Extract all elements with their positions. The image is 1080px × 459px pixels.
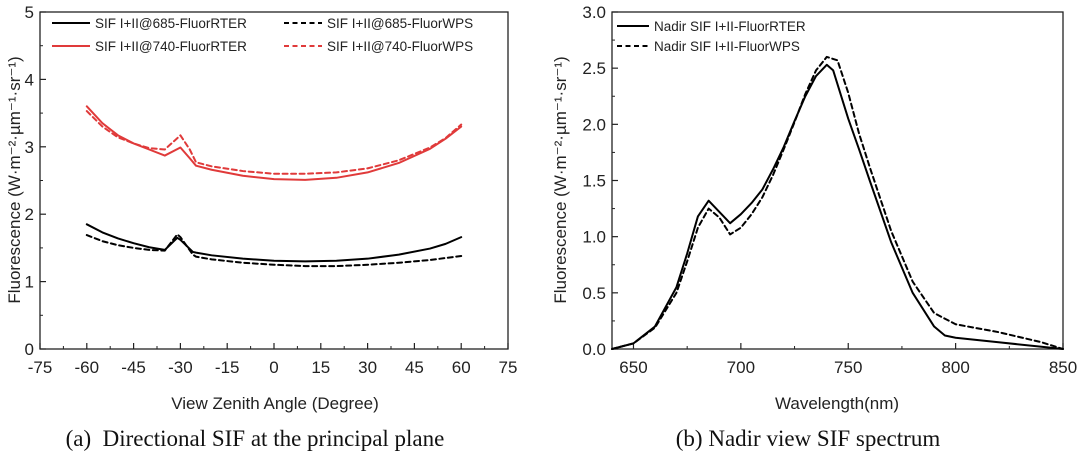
- panel-a-y-tick-label: 4: [25, 70, 34, 89]
- panel-b-x-axis-title: Wavelength(nm): [775, 394, 899, 413]
- panel-b-x-tick-label: 750: [834, 358, 862, 377]
- panel-b-y-tick-label: 0.0: [582, 340, 606, 359]
- panel-a-plot-frame: [39, 11, 509, 350]
- panel-a-series-line-4: [85, 110, 463, 175]
- panel-b-legend: Nadir SIF I+II-FluorRTER Nadir SIF I+II-F…: [617, 19, 806, 54]
- panel-b-y-tick-label: 1.5: [582, 172, 606, 191]
- panel-a-x-tick-label: 75: [499, 358, 518, 377]
- panel-a-series-line-3: [85, 105, 463, 181]
- panel-a-x-tick-label: 60: [452, 358, 471, 377]
- panel-b-y-tick-label: 2.0: [582, 115, 606, 134]
- panel-a-y-tick-label: 1: [25, 273, 34, 292]
- panel-a-y-tick-label: 3: [25, 138, 34, 157]
- panel-a-caption: (a) Directional SIF at the principal pla…: [66, 426, 445, 451]
- panel-b-plot-frame: [611, 11, 1064, 350]
- panel-a-x-axis-title: View Zenith Angle (Degree): [171, 394, 379, 413]
- panel-b-x-tick-label: 800: [941, 358, 969, 377]
- panel-a-x-tick-label: -60: [75, 358, 100, 377]
- panel-a-legend: SIF I+II@685-FluorRTER SIF I+II@685-Fluor…: [52, 16, 473, 54]
- panel-a-x-tick-label: -75: [28, 358, 53, 377]
- panel-b-legend-item: Nadir SIF I+II-FluorRTER: [617, 19, 806, 34]
- panel-b-y-axis-title: Fluorescence (W·m⁻²·µm⁻¹·sr⁻¹): [551, 56, 570, 303]
- panel-a-x-tick-label: 15: [311, 358, 330, 377]
- panel-b-series-line-2: [611, 55, 1064, 350]
- panel-b-y-tick-label: 2.5: [582, 59, 606, 78]
- panel-b-y-tick-label: 3.0: [582, 3, 606, 22]
- panel-b-x-tick-label: 650: [619, 358, 647, 377]
- panel-a-legend-item: SIF I+II@685-FluorRTER: [52, 16, 247, 31]
- panel-a-series-line-2: [85, 233, 463, 268]
- panel-a-legend-label: SIF I+II@740-FluorRTER: [95, 39, 247, 54]
- panel-b-x-tick-label: 850: [1049, 358, 1077, 377]
- panel-a-series-line-1: [85, 223, 463, 263]
- panel-a-y-tick-label: 2: [25, 205, 34, 224]
- panel-a-y-tick-label: 0: [25, 340, 34, 359]
- panel-a-y-tick-label: 5: [25, 3, 34, 22]
- panel-b-legend-item: Nadir SIF I+II-FluorWPS: [617, 39, 800, 54]
- panel-a-x-tick-label: 0: [269, 358, 278, 377]
- panel-a-x-tick-label: -45: [121, 358, 146, 377]
- panel-a-y-axis-title: Fluorescence (W·m⁻²·µm⁻¹·sr⁻¹): [5, 56, 24, 303]
- panel-a-x-tick-label: -15: [215, 358, 240, 377]
- panel-a-x-tick-label: 45: [405, 358, 424, 377]
- panel-b-y-tick-label: 0.5: [582, 284, 606, 303]
- panel-a-legend-item: SIF I+II@740-FluorWPS: [284, 39, 473, 54]
- panel-b-x-tick-label: 700: [727, 358, 755, 377]
- panel-b-series-line-1: [611, 63, 1064, 350]
- panel-a-x-tick-label: -30: [168, 358, 193, 377]
- panel-a-x-tick-label: 30: [358, 358, 377, 377]
- panel-a-legend-label: SIF I+II@685-FluorRTER: [95, 16, 247, 31]
- panel-a-legend-label: SIF I+II@685-FluorWPS: [327, 16, 473, 31]
- panel-b-y-tick-label: 1.0: [582, 228, 606, 247]
- panel-a-legend-item: SIF I+II@740-FluorRTER: [52, 39, 247, 54]
- panel-b-legend-label: Nadir SIF I+II-FluorRTER: [654, 19, 806, 34]
- panel-b-caption: (b) Nadir view SIF spectrum: [676, 426, 941, 451]
- panel-b-legend-label: Nadir SIF I+II-FluorWPS: [654, 39, 800, 54]
- panel-a-legend-item: SIF I+II@685-FluorWPS: [284, 16, 473, 31]
- panel-a-legend-label: SIF I+II@740-FluorWPS: [327, 39, 473, 54]
- panel-b-chart: 650 700 750 800 850 0.0 0.5 1.0 1.5 2.0 2.5 3.0 Nad…: [551, 3, 1077, 451]
